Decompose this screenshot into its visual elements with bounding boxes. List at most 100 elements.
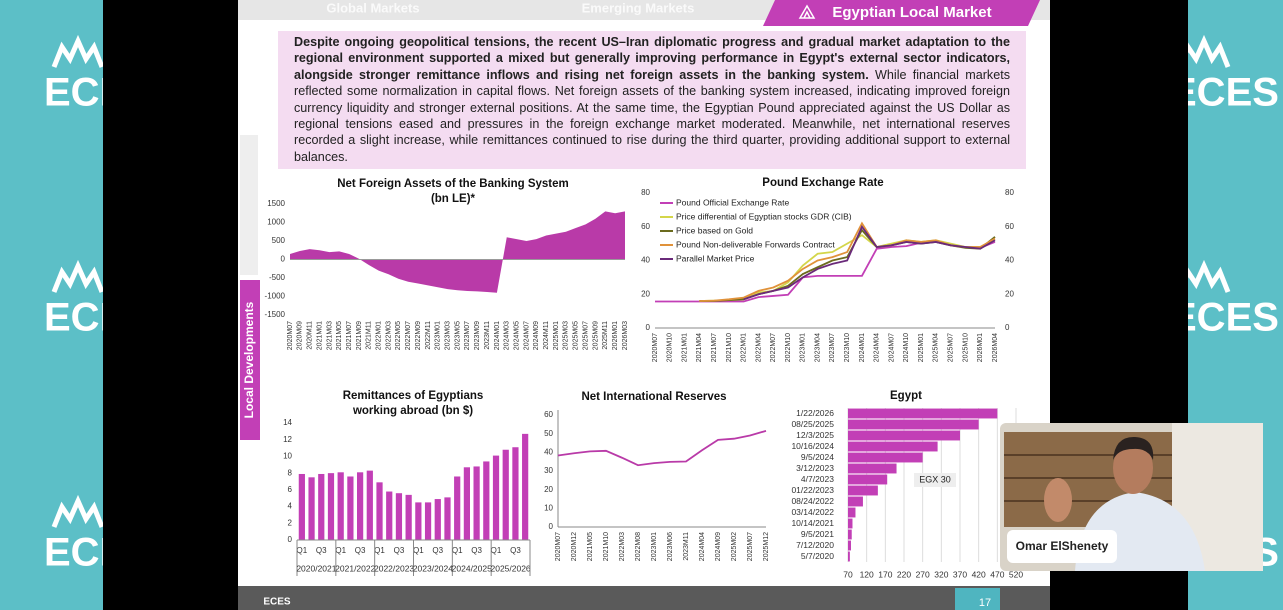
bar: [848, 474, 888, 485]
tick-label: 2023M04: [814, 333, 821, 362]
tick-label: 6: [288, 485, 293, 494]
tick-label: 2023M07: [829, 333, 836, 362]
tick-label: 370: [953, 569, 967, 579]
bar: [415, 502, 422, 540]
tick-label: 2021M03: [326, 321, 333, 350]
bar: [848, 430, 960, 441]
tick-label: 2024M07: [523, 321, 530, 350]
page-number: 17: [979, 597, 991, 609]
tick-label: 2026M01: [612, 321, 619, 350]
bar: [848, 529, 852, 540]
tick-label: 2024M04: [874, 333, 881, 362]
tick-label: 2023M05: [454, 321, 461, 350]
summary-text: While financial markets reflected some n…: [294, 67, 1011, 164]
tab-icon: [798, 4, 816, 19]
tick-label: 4/7/2023: [801, 474, 834, 484]
chart-title: Pound Exchange Rate: [762, 177, 883, 189]
tick-label: 2023M11: [484, 321, 491, 350]
tick-label: 10/16/2024: [791, 441, 834, 451]
tick-label: 2023M03: [444, 321, 451, 350]
bar: [298, 473, 305, 540]
tick-label: 2022M08: [635, 532, 642, 561]
tab[interactable]: Emerging Markets: [582, 0, 695, 15]
bar: [848, 463, 897, 474]
bar: [454, 476, 461, 540]
bar: [337, 472, 344, 540]
legend-label: Pound Non-deliverable Forwards Contract: [676, 239, 835, 249]
bar: [376, 482, 383, 540]
tick-label: 2025M12: [763, 532, 770, 561]
tick-label: 2022M05: [395, 321, 402, 350]
tick-label: 20: [641, 289, 650, 298]
tick-label: 420: [972, 569, 986, 579]
tick-label: 2021/2022: [335, 563, 375, 573]
tick-label: 60: [1005, 222, 1014, 231]
tick-label: Q3: [355, 546, 366, 555]
series-line: [557, 430, 767, 467]
tick-label: 2022M07: [770, 333, 777, 362]
tick-label: 2: [288, 518, 293, 527]
tick-label: 2025M09: [592, 321, 599, 350]
active-tab[interactable]: [763, 0, 1040, 26]
bar: [848, 441, 938, 452]
tick-label: 70: [843, 569, 853, 579]
tick-label: 2024M07: [888, 333, 895, 362]
tick-label: 5/7/2020: [801, 551, 834, 561]
tick-label: 2025M07: [747, 532, 754, 561]
tick-label: 2025M01: [553, 321, 560, 350]
tick-label: 2022M03: [385, 321, 392, 350]
bar: [308, 477, 315, 540]
tick-label: 10/14/2021: [791, 518, 834, 528]
tick-label: 40: [641, 256, 650, 265]
bar: [356, 472, 364, 540]
tab[interactable]: Global Markets: [326, 0, 419, 15]
tick-label: 2021M05: [336, 321, 343, 350]
logo-crown: [51, 34, 105, 68]
tick-label: 2022M10: [785, 333, 792, 362]
tick-label: 0: [646, 323, 651, 332]
tick-label: 12: [283, 435, 292, 444]
tick-label: 50: [544, 429, 553, 438]
tab[interactable]: Egyptian Local Market: [832, 4, 991, 21]
logo-crown: [51, 494, 105, 528]
bar: [848, 452, 923, 463]
legend-label: Parallel Market Price: [676, 253, 755, 263]
bar: [848, 518, 853, 529]
bar: [848, 408, 998, 419]
tick-label: 03/14/2022: [791, 507, 834, 517]
tick-label: 0: [549, 522, 554, 531]
tick-label: 40: [544, 447, 553, 456]
footer-logo: ECES: [263, 597, 291, 608]
chart-subtitle: (bn LE)*: [431, 193, 476, 205]
tick-label: 7/12/2020: [796, 540, 834, 550]
teal-panel: [0, 0, 103, 610]
side-label: Local Developments: [242, 301, 256, 418]
tick-label: 2025M02: [731, 532, 738, 561]
chart-title: Remittances of Egyptians: [343, 390, 484, 402]
tick-label: 2022M04: [755, 333, 762, 362]
tick-label: 2025M05: [573, 321, 580, 350]
tick-label: 1000: [267, 218, 285, 227]
bar: [327, 473, 335, 540]
tick-label: 2021M07: [711, 333, 718, 362]
legend-label: Pound Official Exchange Rate: [676, 197, 790, 207]
tick-label: 8: [288, 468, 293, 477]
tick-label: Q1: [374, 546, 385, 555]
tick-label: 470: [990, 569, 1004, 579]
logo-crown: [51, 259, 105, 293]
bar: [347, 476, 354, 540]
tick-label: -1000: [265, 292, 286, 301]
bar: [502, 449, 509, 540]
tick-label: Q3: [510, 546, 521, 555]
tick-label: 0: [288, 535, 293, 544]
tick-label: 2021M01: [316, 321, 323, 350]
tick-label: 01/22/2023: [791, 485, 834, 495]
tick-label: 2021M07: [346, 321, 353, 350]
tick-label: 520: [1009, 569, 1023, 579]
tick-label: 2025M07: [947, 333, 954, 362]
tick-label: 2020/2021: [296, 563, 336, 573]
tick-label: 2022/2023: [374, 563, 414, 573]
tick-label: 2023M10: [844, 333, 851, 362]
bar: [444, 497, 451, 540]
